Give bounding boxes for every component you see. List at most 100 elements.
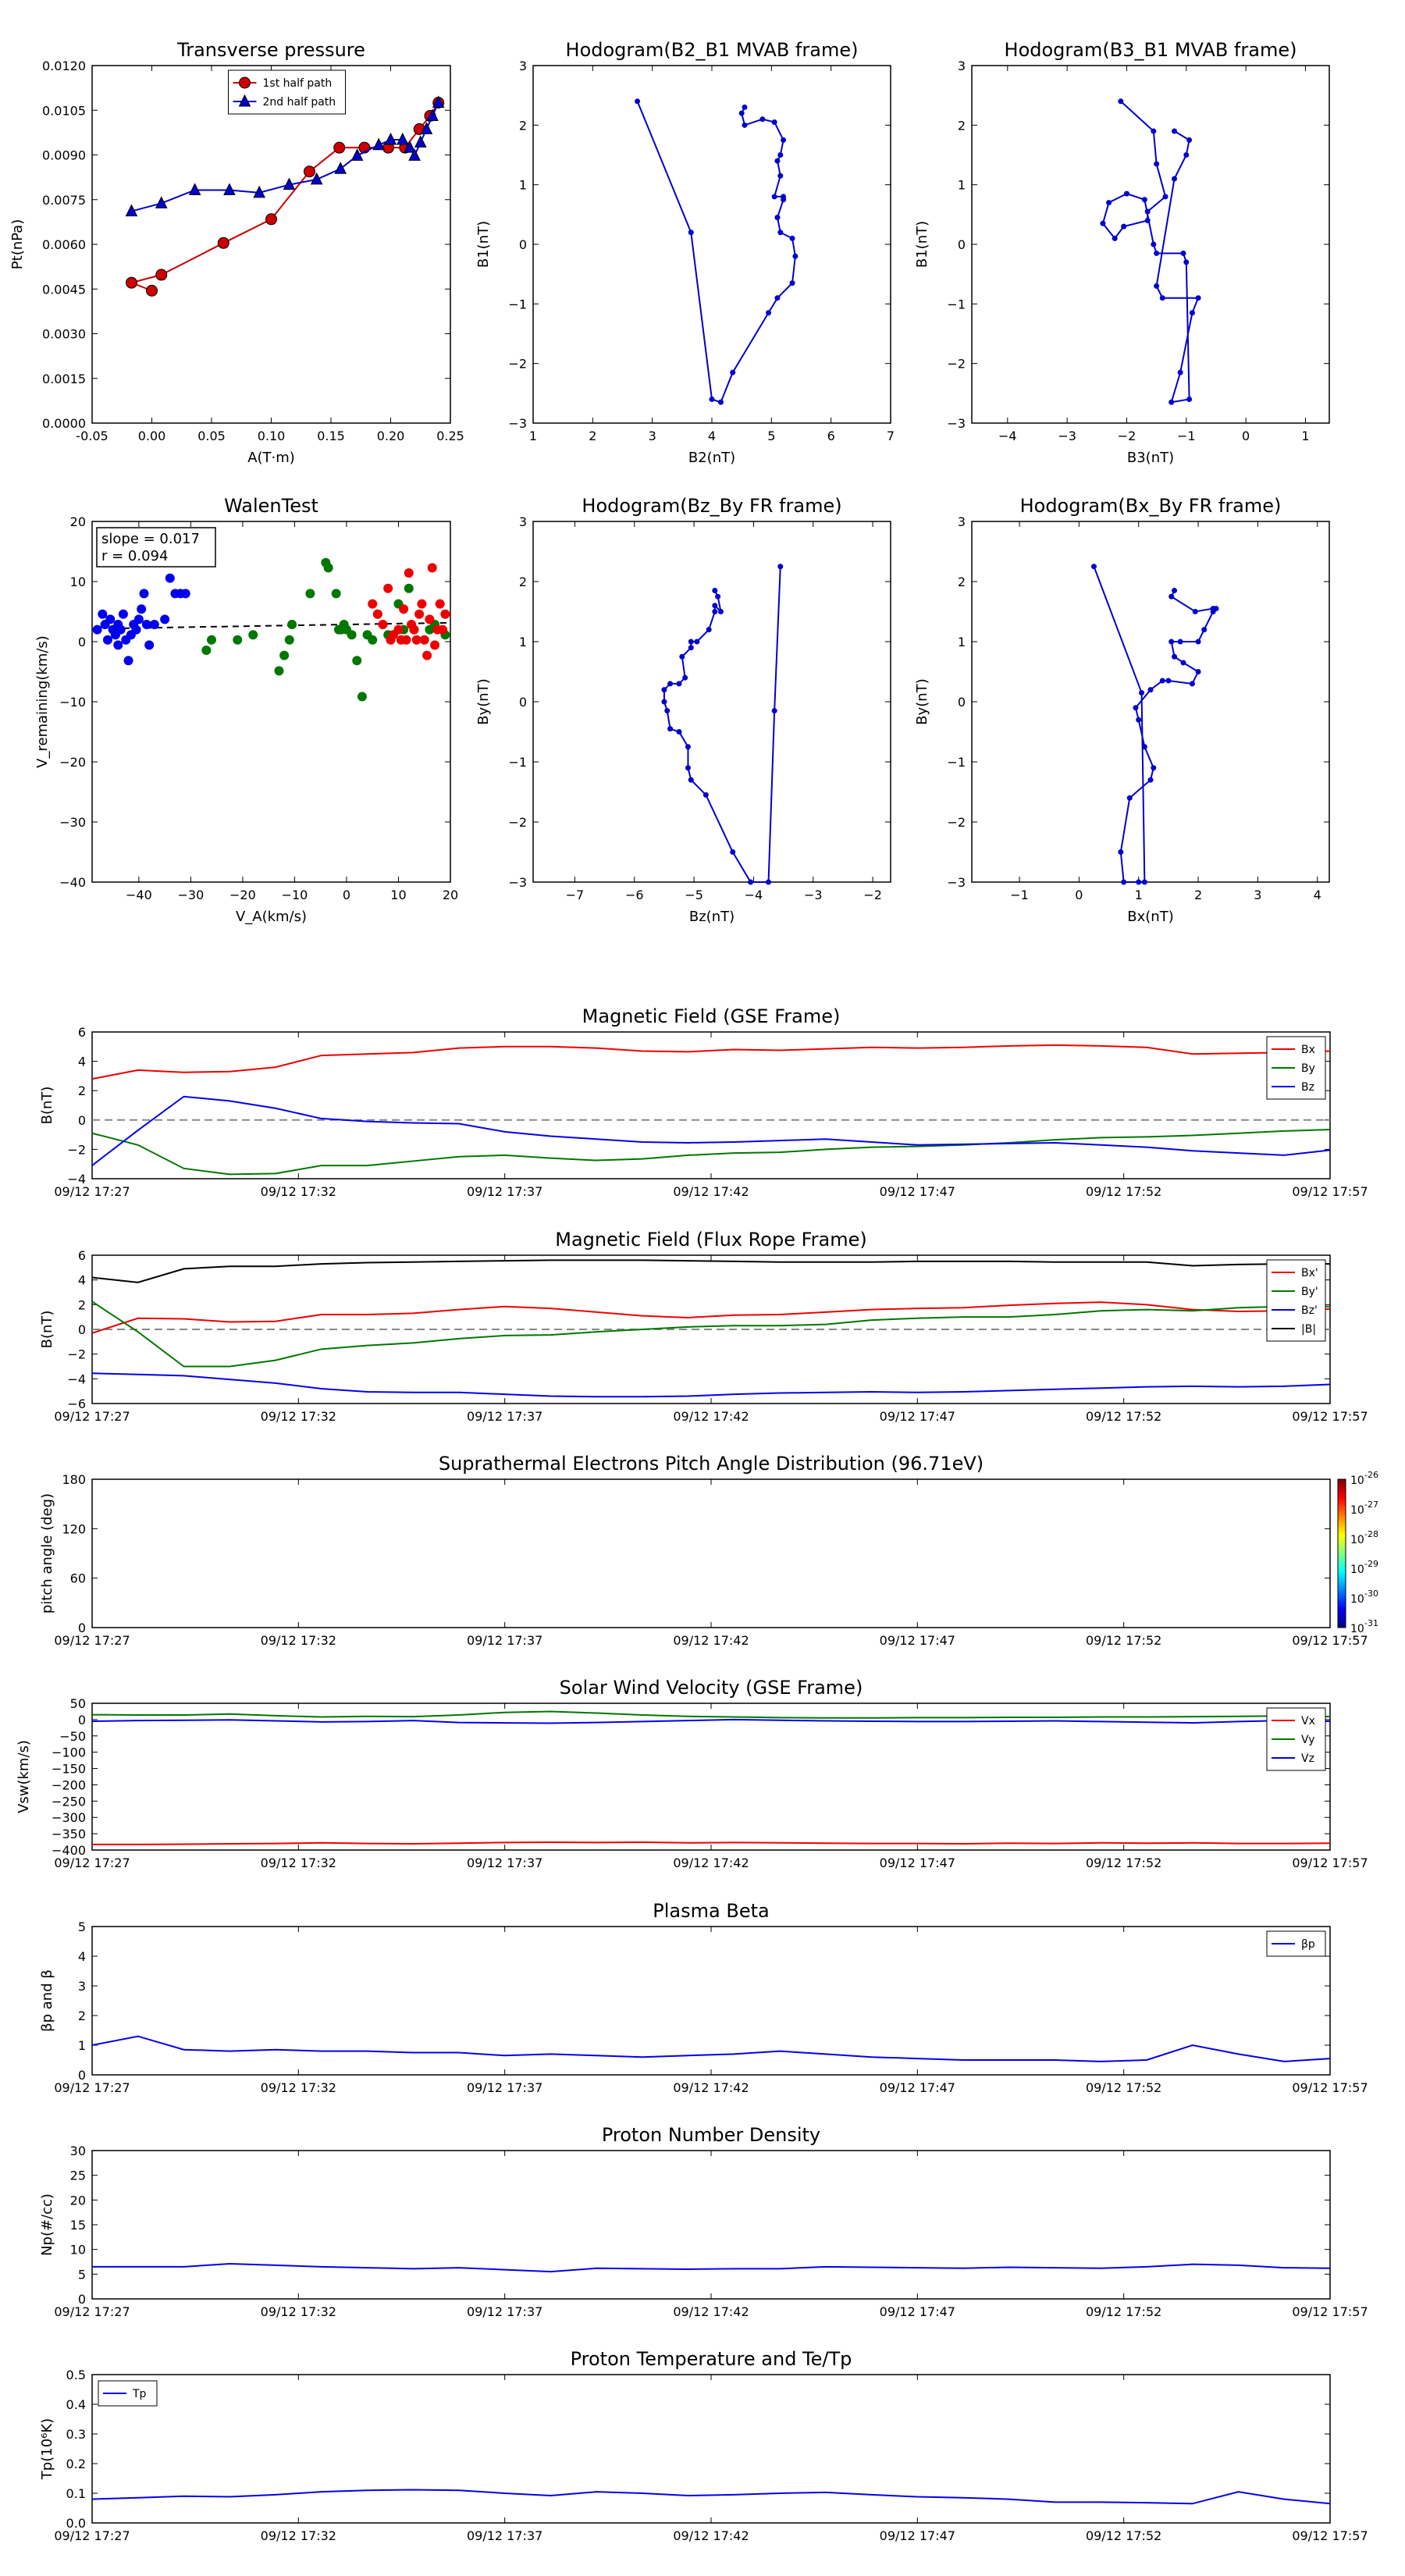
hodo1-point — [688, 229, 694, 236]
hodo4-point — [1126, 795, 1133, 801]
tp-ytick-label: 0.4 — [66, 2397, 86, 2412]
transverse-point — [334, 162, 347, 174]
bfr-ytick-label: 4 — [78, 1273, 86, 1288]
walen-point — [274, 666, 284, 676]
hodo2-point — [1180, 250, 1186, 256]
pad-colorbar-tick-base: 10 — [1350, 1504, 1364, 1517]
hodo1-point — [742, 104, 748, 110]
bgse-series-line — [91, 1129, 1331, 1176]
bfr-series-line — [91, 1372, 1331, 1398]
walen-point — [331, 589, 341, 599]
walen-plot-frame — [91, 521, 451, 883]
hodo1-plot-frame — [532, 65, 891, 424]
walen-ytick-label: −30 — [59, 815, 86, 830]
vsw-ytick-label: −400 — [52, 1843, 86, 1858]
walen-point — [368, 635, 378, 645]
hodo2-ytick-label: 3 — [958, 59, 966, 73]
walen-point — [305, 589, 315, 599]
hodo3-point — [688, 639, 694, 645]
np-ytick-label: 10 — [70, 2243, 86, 2258]
pad-plot-frame — [91, 1478, 1331, 1628]
hodo2-point — [1183, 259, 1190, 265]
hodo4-ytick-label: 2 — [958, 575, 966, 589]
tp-title: Proton Temperature and Te/Tp — [571, 2348, 852, 2370]
hodo1-point — [789, 280, 795, 286]
hodo2-point — [1195, 295, 1201, 301]
pad-ylabel: pitch angle (deg) — [39, 1493, 55, 1614]
hodo1-point — [717, 399, 724, 405]
transverse-ytick-label: 0.0075 — [42, 193, 86, 208]
pad-colorbar-tick-exp: -31 — [1364, 1618, 1378, 1628]
walen-xtick-label: −30 — [178, 888, 205, 902]
hodo2-point — [1123, 190, 1129, 197]
tp-ytick-label: 0.1 — [66, 2486, 86, 2501]
beta-xtick-label: 09/12 17:47 — [880, 2080, 955, 2095]
bfr-ytick-label: 2 — [78, 1297, 86, 1312]
beta-xtick-label: 09/12 17:57 — [1292, 2080, 1368, 2095]
walen-point — [123, 656, 133, 666]
walen-point — [401, 635, 411, 645]
transverse-xtick-label: 0.15 — [317, 429, 345, 443]
hodo3-point — [685, 744, 691, 750]
tp-ytick-label: 0.5 — [66, 2368, 86, 2382]
walen-point — [438, 624, 448, 635]
walen-point — [118, 609, 128, 619]
bgse-ytick-label: 0 — [78, 1113, 86, 1128]
hodo4-ytick-label: 0 — [958, 695, 966, 710]
hodo1-series-line — [636, 101, 796, 404]
hodo2-xtick-label: −1 — [1177, 429, 1196, 443]
hodo2-point — [1118, 98, 1124, 105]
transverse-point — [125, 204, 138, 217]
hodo1-point — [771, 194, 777, 200]
transverse-point — [408, 148, 421, 161]
hodo4-point — [1151, 765, 1157, 771]
transverse-point — [146, 284, 158, 297]
bfr-legend-label: By' — [1301, 1286, 1318, 1298]
bfr-legend: Bx' By' Bz' |B| — [1266, 1259, 1326, 1342]
tp-legend-label: Tp — [132, 2388, 147, 2400]
hodo1-ytick-label: −1 — [508, 297, 527, 311]
beta-xtick-label: 09/12 17:37 — [467, 2080, 542, 2095]
tp-xtick-label: 09/12 17:52 — [1086, 2528, 1161, 2543]
np-ylabel: Np(#/cc) — [39, 2194, 55, 2256]
vsw-series-line — [91, 1718, 1331, 1724]
vsw-ytick-label: −300 — [52, 1810, 86, 1825]
hodo1-point — [792, 253, 799, 259]
hodo2-point — [1141, 197, 1147, 203]
hodo1-xlabel: B2(nT) — [688, 450, 735, 466]
hodo1-ytick-label: 0 — [519, 237, 527, 252]
bfr-legend-label: Bx' — [1301, 1267, 1318, 1279]
walen-point — [149, 620, 159, 629]
hodo3-point — [717, 609, 724, 614]
walen-ytick-label: 20 — [70, 514, 86, 529]
tp-xtick-label: 09/12 17:37 — [467, 2528, 542, 2543]
transverse-point — [333, 141, 346, 154]
hodo4-title: Hodogram(Bx_By FR frame) — [1020, 495, 1282, 517]
hodo3-point — [688, 777, 694, 783]
pad-ytick-label: 60 — [70, 1571, 86, 1586]
transverse-point — [404, 141, 416, 153]
hodo1-point — [771, 119, 777, 126]
beta-ytick-label: 1 — [78, 2038, 86, 2053]
walen-point — [98, 609, 108, 619]
hodo1-point — [777, 152, 784, 158]
walen-point — [414, 609, 425, 619]
np-plot-frame — [91, 2150, 1331, 2300]
hodo4-point — [1168, 593, 1175, 600]
bfr-title: Magnetic Field (Flux Rope Frame) — [555, 1229, 866, 1251]
hodo4-xtick-label: 1 — [1135, 888, 1143, 902]
transverse-point — [188, 183, 201, 195]
hodo1-point — [730, 369, 736, 375]
hodo3-ylabel: By(nT) — [475, 678, 492, 724]
pad-colorbar-tick-exp: -26 — [1364, 1470, 1378, 1480]
hodo1-ytick-label: −2 — [508, 357, 527, 372]
chart-vsw: Solar Wind Velocity (GSE Frame) −400 −350 −… — [16, 1677, 1368, 1870]
hodo1-point — [635, 98, 641, 105]
hodo4-point — [1121, 879, 1127, 885]
pad-xtick-label: 09/12 17:42 — [673, 1633, 749, 1648]
hodo3-point — [676, 729, 682, 735]
hodo1-ylabel: B1(nT) — [475, 221, 492, 268]
hodo1-xtick-label: 2 — [589, 429, 596, 443]
hodo4-point — [1172, 588, 1178, 594]
